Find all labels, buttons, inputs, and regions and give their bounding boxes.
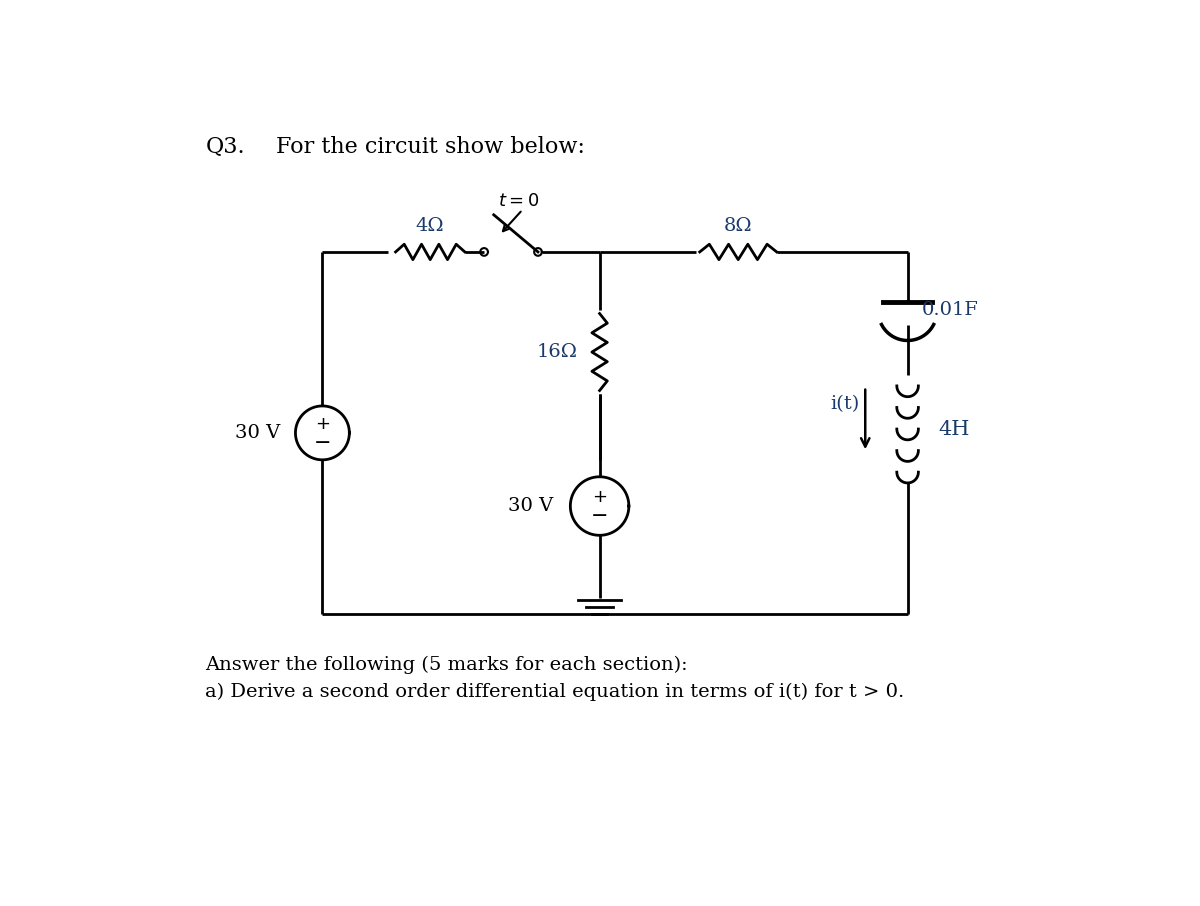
Text: −: − bbox=[313, 433, 331, 453]
Text: 0.01F: 0.01F bbox=[922, 301, 978, 319]
Text: +: + bbox=[314, 415, 330, 433]
Text: i(t): i(t) bbox=[830, 395, 859, 413]
Text: Answer the following (5 marks for each section):: Answer the following (5 marks for each s… bbox=[205, 656, 688, 674]
Text: 30 V: 30 V bbox=[508, 497, 553, 515]
Text: 8Ω: 8Ω bbox=[724, 217, 752, 235]
Text: a) Derive a second order differential equation in terms of i(t) for t > 0.: a) Derive a second order differential eq… bbox=[205, 683, 905, 701]
Text: +: + bbox=[592, 487, 607, 506]
Text: 30 V: 30 V bbox=[235, 424, 280, 442]
Text: $t = 0$: $t = 0$ bbox=[498, 191, 539, 209]
Text: 4Ω: 4Ω bbox=[416, 217, 444, 235]
Text: −: − bbox=[590, 506, 608, 526]
Text: 4H: 4H bbox=[938, 419, 970, 439]
Text: 16Ω: 16Ω bbox=[538, 343, 578, 361]
Text: Q3.: Q3. bbox=[205, 137, 245, 159]
Text: For the circuit show below:: For the circuit show below: bbox=[276, 137, 586, 159]
